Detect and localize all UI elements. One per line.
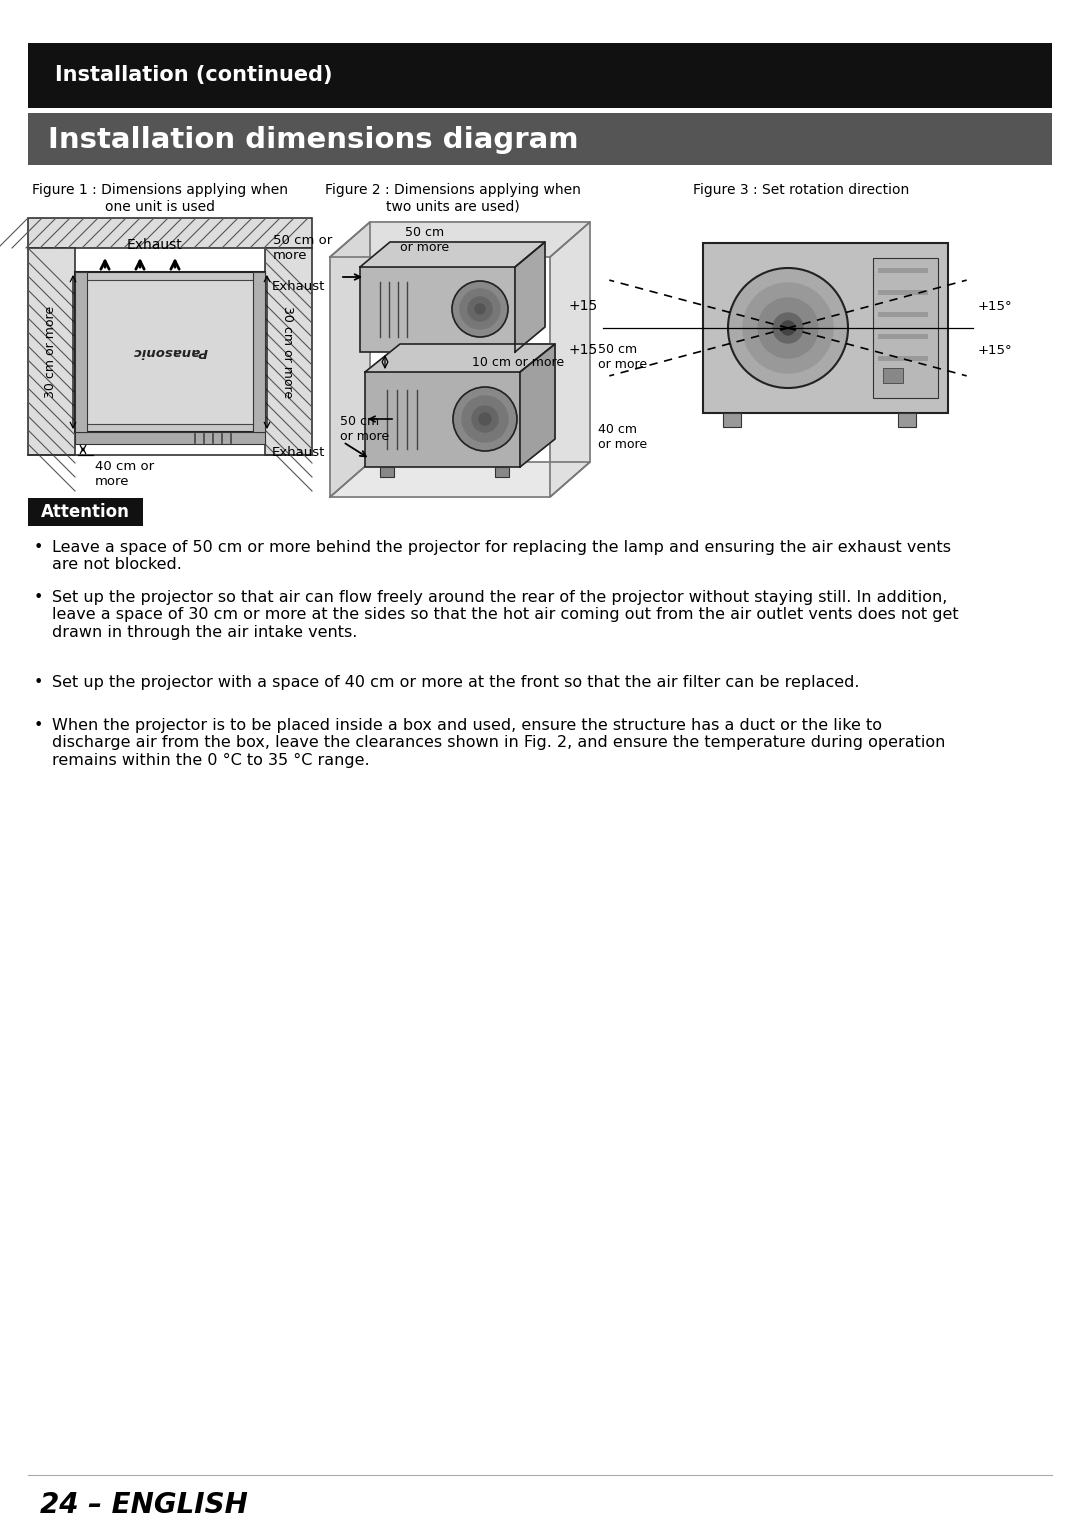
Bar (878, 334, 928, 339)
Circle shape (460, 289, 500, 328)
Polygon shape (330, 221, 370, 496)
Text: Set up the projector so that air can flow freely around the rear of the projecto: Set up the projector so that air can flo… (52, 589, 959, 640)
Text: +15°: +15° (978, 299, 1013, 313)
Text: 50 cm
or more: 50 cm or more (598, 344, 647, 371)
Text: 50 cm or
more: 50 cm or more (273, 234, 333, 263)
Polygon shape (360, 241, 545, 267)
Text: 40 cm or
more: 40 cm or more (95, 460, 154, 489)
Text: 10 cm or more: 10 cm or more (472, 356, 564, 368)
Bar (253, 272, 265, 432)
Bar (883, 368, 903, 383)
Bar (878, 269, 928, 273)
Bar (28, 43, 1052, 108)
Bar (75, 272, 87, 432)
Text: 24 – ENGLISH: 24 – ENGLISH (40, 1490, 248, 1519)
Bar (75, 272, 265, 432)
Text: +15°: +15° (978, 344, 1013, 356)
Polygon shape (519, 344, 555, 467)
Circle shape (453, 386, 517, 450)
Text: Leave a space of 50 cm or more behind the projector for replacing the lamp and e: Leave a space of 50 cm or more behind th… (52, 541, 951, 573)
Circle shape (773, 313, 804, 344)
Polygon shape (330, 221, 590, 257)
Bar (28, 113, 1052, 165)
Bar (703, 243, 948, 412)
Text: +15: +15 (569, 344, 598, 357)
Circle shape (758, 298, 818, 357)
Text: Exhaust: Exhaust (127, 238, 183, 252)
Circle shape (781, 321, 795, 334)
Bar (878, 312, 928, 318)
Text: Attention: Attention (41, 502, 130, 521)
Bar (28, 247, 75, 455)
Bar (495, 467, 509, 476)
Bar (360, 267, 515, 353)
Circle shape (462, 395, 508, 441)
Text: Figure 2 : Dimensions applying when: Figure 2 : Dimensions applying when (325, 183, 581, 197)
Text: Exhaust: Exhaust (272, 446, 325, 458)
Polygon shape (330, 463, 590, 496)
Text: Panasonic: Panasonic (133, 345, 207, 359)
Circle shape (480, 412, 491, 425)
Text: •: • (33, 541, 43, 554)
Polygon shape (515, 241, 545, 353)
Text: •: • (33, 718, 43, 733)
Text: Installation (continued): Installation (continued) (55, 66, 333, 86)
Bar (28, 218, 312, 247)
Text: Set up the projector with a space of 40 cm or more at the front so that the air : Set up the projector with a space of 40 … (52, 675, 860, 690)
Bar (28, 498, 143, 525)
Bar (873, 258, 939, 399)
Text: Figure 1 : Dimensions applying when: Figure 1 : Dimensions applying when (32, 183, 288, 197)
Text: 50 cm
or more: 50 cm or more (401, 226, 449, 253)
Polygon shape (550, 221, 590, 496)
Text: 40 cm
or more: 40 cm or more (598, 423, 647, 450)
Text: Exhaust: Exhaust (272, 281, 325, 293)
Text: Installation dimensions diagram: Installation dimensions diagram (48, 127, 579, 154)
Text: 30 cm or more: 30 cm or more (44, 305, 57, 399)
Bar (365, 373, 519, 467)
Polygon shape (365, 344, 555, 373)
Text: 50 cm
or more: 50 cm or more (340, 415, 389, 443)
Text: When the projector is to be placed inside a box and used, ensure the structure h: When the projector is to be placed insid… (52, 718, 945, 768)
Circle shape (743, 282, 833, 373)
Bar (878, 356, 928, 360)
Circle shape (728, 269, 848, 388)
Text: one unit is used: one unit is used (105, 200, 215, 214)
Bar (723, 412, 741, 428)
Circle shape (468, 296, 492, 321)
Bar (83, 279, 257, 425)
Bar (878, 290, 928, 295)
Bar (265, 247, 312, 455)
Circle shape (475, 304, 485, 315)
Bar (897, 412, 916, 428)
Bar (380, 467, 394, 476)
Text: +15: +15 (569, 299, 598, 313)
Text: •: • (33, 589, 43, 605)
Circle shape (453, 281, 508, 337)
Text: two units are used): two units are used) (387, 200, 519, 214)
Text: 30 cm or more: 30 cm or more (282, 305, 295, 399)
Bar (75, 432, 265, 444)
Text: Figure 3 : Set rotation direction: Figure 3 : Set rotation direction (693, 183, 909, 197)
Circle shape (472, 406, 498, 432)
Text: •: • (33, 675, 43, 690)
